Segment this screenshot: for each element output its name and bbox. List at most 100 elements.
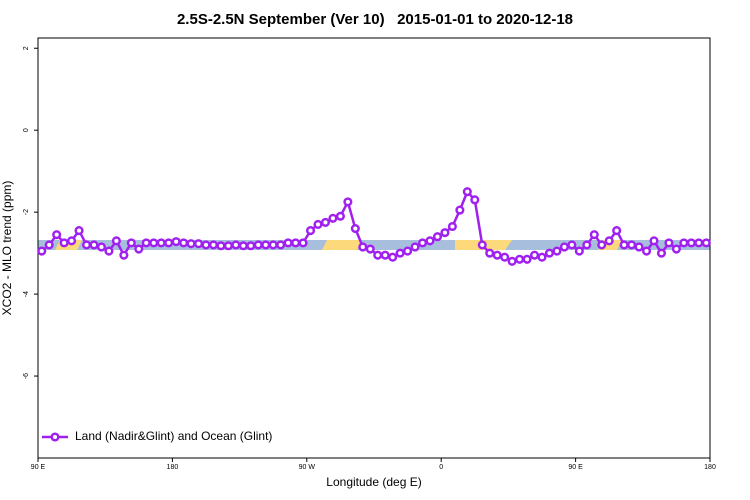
data-point [74, 226, 84, 236]
data-point [104, 246, 114, 256]
data-point [37, 246, 47, 256]
data-point [425, 236, 435, 246]
y-axis-label: XCO2 - MLO trend (ppm) [0, 181, 14, 316]
data-point [537, 252, 547, 262]
data-point [350, 223, 360, 234]
data-point [193, 239, 204, 249]
data-point [440, 228, 450, 238]
legend-label: Land (Nadir&Glint) and Ocean (Glint) [75, 429, 272, 443]
data-point [231, 240, 241, 250]
data-point [597, 240, 607, 250]
data-point [582, 240, 592, 250]
data-point [141, 238, 151, 248]
x-tick-label: 180 [704, 464, 716, 471]
data-point [574, 246, 584, 256]
data-point [544, 248, 555, 258]
data-point [134, 244, 144, 254]
x-tick-label: 90 E [31, 464, 46, 471]
data-point [567, 240, 577, 250]
x-axis-label: Longitude (deg E) [326, 475, 421, 489]
data-point [470, 195, 480, 205]
data-point [186, 239, 196, 249]
data-point [604, 236, 614, 246]
data-point [261, 240, 271, 250]
data-point [417, 238, 428, 248]
data-point [343, 197, 353, 207]
land-band [322, 240, 362, 250]
data-point [119, 250, 129, 260]
data-point [365, 244, 375, 254]
data-point [641, 246, 652, 256]
data-point [686, 238, 696, 248]
data-point [455, 205, 465, 215]
data-point [246, 241, 256, 251]
data-point [410, 242, 420, 252]
data-point [634, 242, 644, 252]
data-point [694, 238, 704, 248]
x-tick-label: 180 [167, 464, 179, 471]
data-point [164, 238, 174, 248]
data-point [522, 254, 532, 264]
data-point [403, 246, 413, 256]
data-point [216, 241, 226, 251]
data-point [156, 238, 166, 248]
x-tick-label: 0 [439, 464, 443, 471]
data-point [507, 256, 517, 266]
data-point [276, 240, 286, 250]
data-point [612, 226, 622, 236]
data-point [388, 252, 398, 262]
x-tick-label: 90 W [299, 464, 316, 471]
data-point [223, 241, 233, 251]
data-point [111, 236, 121, 246]
data-point [179, 238, 189, 248]
y-tick-label: -6 [23, 373, 30, 379]
data-point [679, 238, 689, 248]
data-point [335, 211, 345, 221]
data-point [44, 240, 54, 250]
x-tick-label: 90 E [568, 464, 583, 471]
data-point [671, 244, 681, 254]
data-point [552, 246, 562, 256]
data-point [201, 240, 211, 250]
data-point [462, 187, 472, 197]
data-point [380, 250, 390, 260]
data-point [373, 250, 383, 260]
data-point [664, 238, 674, 248]
data-point [485, 248, 495, 258]
data-point [649, 236, 659, 246]
data-point [96, 242, 107, 252]
data-point [268, 240, 278, 250]
data-point [328, 213, 338, 223]
ocean-band [38, 240, 710, 250]
data-point [492, 250, 502, 260]
data-point [619, 240, 629, 250]
data-point [149, 238, 159, 248]
data-point [358, 242, 368, 252]
data-point [627, 240, 637, 250]
data-point [701, 238, 711, 248]
data-point [477, 240, 487, 250]
data-point [171, 237, 181, 247]
y-tick-label: -4 [23, 291, 30, 297]
data-point [298, 238, 308, 248]
data-point [529, 250, 540, 260]
data-point [81, 240, 92, 250]
data-point [447, 221, 457, 232]
y-tick-label: 2 [23, 46, 30, 50]
plot-frame [37, 37, 711, 459]
data-point [208, 240, 219, 250]
data-point [305, 226, 316, 236]
chart-title: 2.5S-2.5N September (Ver 10) 2015-01-01 … [177, 11, 573, 28]
data-point [500, 252, 510, 262]
data-point [283, 238, 293, 248]
data-point [320, 217, 331, 227]
data-point [515, 254, 525, 264]
data-point [253, 240, 263, 250]
legend-marker [50, 432, 60, 442]
data-point [395, 248, 405, 258]
data-point [126, 238, 136, 248]
data-point [559, 242, 569, 252]
data-point [656, 248, 667, 258]
data-point [432, 232, 443, 242]
